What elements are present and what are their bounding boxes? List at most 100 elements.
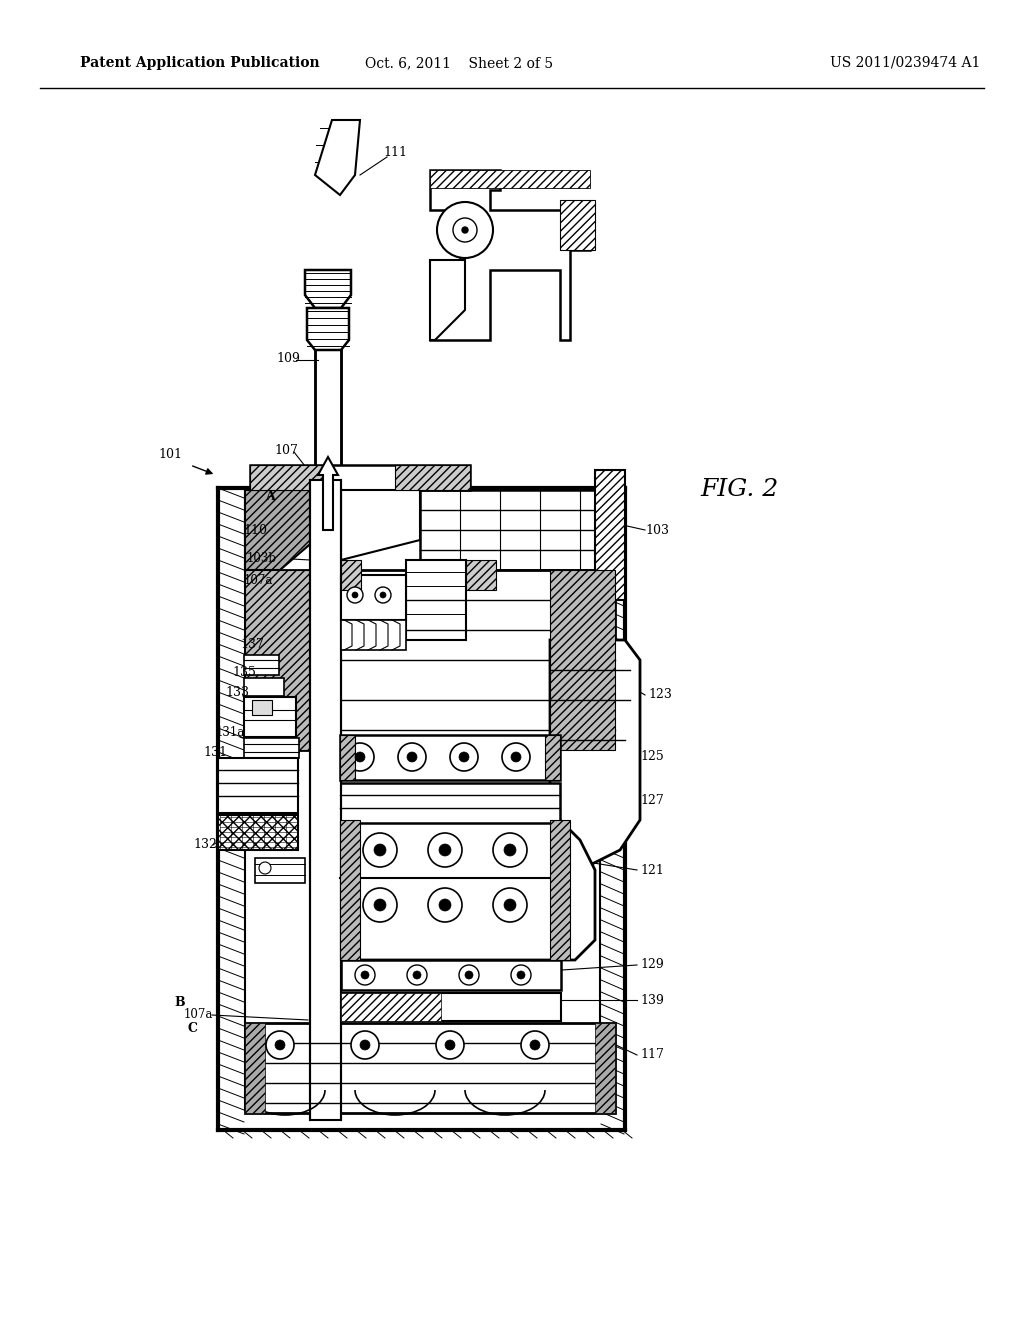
Bar (250, 465, 325, 490)
Circle shape (375, 587, 391, 603)
Text: 107: 107 (274, 444, 298, 457)
Circle shape (511, 752, 521, 762)
Text: 107a: 107a (183, 1008, 213, 1022)
Bar (218, 814, 298, 850)
Circle shape (361, 972, 369, 979)
Circle shape (428, 888, 462, 921)
Circle shape (398, 743, 426, 771)
Bar (244, 738, 299, 758)
Circle shape (453, 218, 477, 242)
Bar (560, 201, 595, 249)
Circle shape (374, 843, 386, 855)
Circle shape (436, 1031, 464, 1059)
Circle shape (439, 899, 451, 911)
Circle shape (360, 1040, 370, 1049)
Circle shape (275, 1040, 285, 1049)
Bar (244, 678, 284, 696)
Text: 109: 109 (276, 351, 300, 364)
Bar (340, 783, 560, 822)
Circle shape (362, 833, 397, 867)
Circle shape (511, 965, 531, 985)
Circle shape (347, 587, 362, 603)
Circle shape (450, 743, 478, 771)
Bar (340, 820, 360, 960)
Circle shape (374, 899, 386, 911)
Polygon shape (341, 490, 420, 560)
Text: B: B (175, 995, 185, 1008)
Circle shape (459, 752, 469, 762)
Circle shape (352, 591, 358, 598)
Circle shape (465, 972, 473, 979)
Polygon shape (315, 120, 360, 195)
Circle shape (493, 888, 527, 921)
Circle shape (521, 1031, 549, 1059)
Text: 135: 135 (232, 667, 256, 680)
Bar (430, 170, 590, 187)
Circle shape (502, 743, 530, 771)
Text: 125: 125 (640, 751, 664, 763)
Circle shape (355, 965, 375, 985)
Circle shape (462, 227, 468, 234)
Bar (340, 735, 560, 780)
Bar (406, 560, 466, 640)
Circle shape (362, 888, 397, 921)
Text: 103b: 103b (247, 552, 278, 565)
Circle shape (493, 833, 527, 867)
Bar (310, 480, 341, 1119)
Bar (250, 465, 470, 490)
Text: 107a: 107a (244, 573, 272, 586)
Text: Oct. 6, 2011    Sheet 2 of 5: Oct. 6, 2011 Sheet 2 of 5 (365, 55, 553, 70)
Polygon shape (430, 170, 590, 341)
Bar (245, 570, 615, 750)
Text: 117: 117 (640, 1048, 664, 1061)
Text: 132: 132 (194, 838, 217, 851)
Circle shape (504, 843, 516, 855)
Circle shape (459, 965, 479, 985)
Bar (341, 960, 561, 990)
Text: 103: 103 (645, 524, 669, 536)
Text: Patent Application Publication: Patent Application Publication (80, 55, 319, 70)
Text: US 2011/0239474 A1: US 2011/0239474 A1 (829, 55, 980, 70)
Text: 139: 139 (640, 994, 664, 1006)
Bar (466, 560, 496, 590)
Circle shape (259, 862, 271, 874)
Bar (341, 620, 406, 649)
Circle shape (517, 972, 525, 979)
Bar (255, 858, 305, 883)
Bar (252, 700, 272, 715)
Bar (395, 465, 470, 490)
Circle shape (407, 965, 427, 985)
FancyArrow shape (318, 457, 338, 531)
Bar (341, 560, 361, 590)
Text: 101: 101 (158, 449, 182, 462)
Polygon shape (430, 260, 465, 341)
Bar (340, 735, 355, 780)
Circle shape (346, 743, 374, 771)
Text: 110: 110 (243, 524, 267, 536)
Text: 129: 129 (640, 958, 664, 972)
Circle shape (413, 972, 421, 979)
Circle shape (445, 1040, 455, 1049)
Bar (420, 490, 600, 570)
Bar (595, 1023, 615, 1113)
Circle shape (407, 752, 417, 762)
Text: 133: 133 (225, 685, 249, 698)
Text: A: A (265, 491, 274, 503)
Polygon shape (340, 820, 595, 960)
Bar (550, 820, 570, 960)
Polygon shape (305, 271, 351, 308)
Text: C: C (187, 1022, 197, 1035)
Bar (341, 993, 441, 1020)
Bar (545, 735, 560, 780)
Bar (244, 655, 279, 675)
Text: FIG. 2: FIG. 2 (700, 479, 779, 502)
Bar (430, 170, 590, 187)
Polygon shape (307, 308, 349, 350)
Circle shape (428, 833, 462, 867)
Bar (244, 697, 296, 737)
Text: 111: 111 (383, 145, 407, 158)
Bar (245, 1023, 265, 1113)
Bar (218, 758, 298, 813)
Text: 127: 127 (640, 793, 664, 807)
Circle shape (439, 843, 451, 855)
